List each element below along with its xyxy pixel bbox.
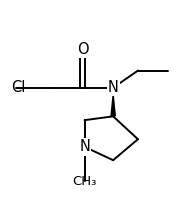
Text: Cl: Cl (11, 80, 25, 95)
Polygon shape (110, 88, 116, 116)
Text: CH₃: CH₃ (72, 175, 97, 188)
Text: N: N (79, 139, 90, 154)
Text: O: O (77, 42, 89, 57)
Text: N: N (108, 80, 119, 95)
